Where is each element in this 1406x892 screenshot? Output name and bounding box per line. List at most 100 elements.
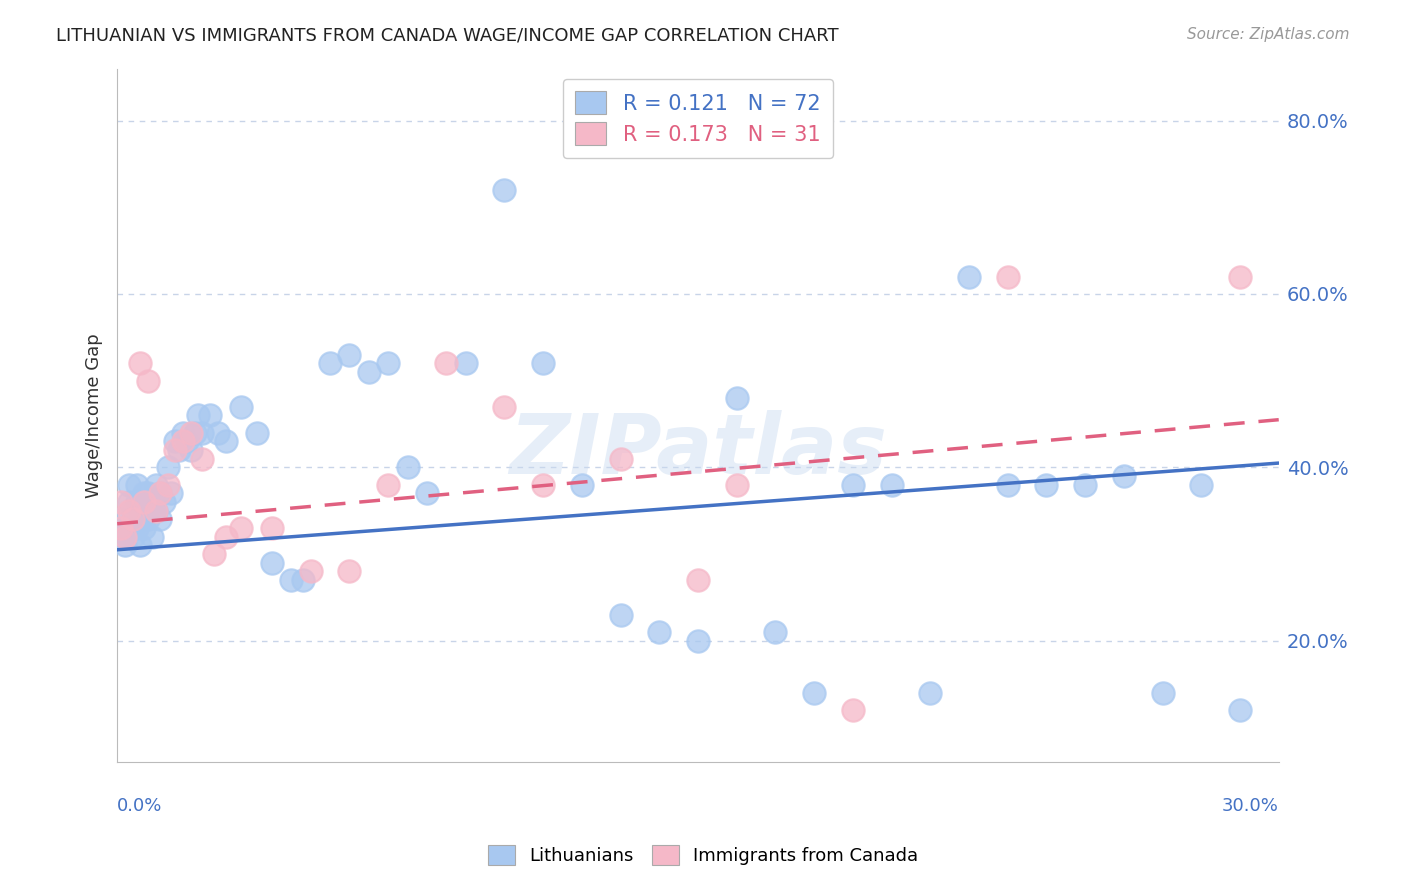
Point — [1035, 477, 1057, 491]
Point — [292, 573, 315, 587]
Point — [377, 477, 399, 491]
Point — [145, 504, 167, 518]
Point — [686, 633, 709, 648]
Point — [110, 530, 132, 544]
Point — [134, 504, 156, 518]
Point — [149, 486, 172, 500]
Point — [129, 512, 152, 526]
Point — [1229, 703, 1251, 717]
Point — [214, 434, 236, 449]
Point — [1074, 477, 1097, 491]
Point — [121, 504, 143, 518]
Point — [149, 486, 172, 500]
Point — [494, 400, 516, 414]
Point — [214, 530, 236, 544]
Point — [156, 460, 179, 475]
Point — [880, 477, 903, 491]
Point — [176, 434, 198, 449]
Point — [763, 625, 786, 640]
Point — [191, 451, 214, 466]
Point — [245, 425, 267, 440]
Point — [141, 495, 163, 509]
Point — [299, 565, 322, 579]
Point — [1152, 686, 1174, 700]
Point — [377, 356, 399, 370]
Point — [571, 477, 593, 491]
Point — [156, 477, 179, 491]
Point — [145, 504, 167, 518]
Point — [129, 538, 152, 552]
Point — [319, 356, 342, 370]
Text: LITHUANIAN VS IMMIGRANTS FROM CANADA WAGE/INCOME GAP CORRELATION CHART: LITHUANIAN VS IMMIGRANTS FROM CANADA WAG… — [56, 27, 839, 45]
Point — [110, 512, 132, 526]
Point — [165, 443, 187, 458]
Point — [957, 269, 980, 284]
Point — [198, 409, 221, 423]
Point — [160, 486, 183, 500]
Text: ZIPatlas: ZIPatlas — [509, 409, 887, 491]
Point — [141, 530, 163, 544]
Point — [187, 409, 209, 423]
Point — [149, 512, 172, 526]
Point — [172, 434, 194, 449]
Point — [609, 607, 631, 622]
Legend: Lithuanians, Immigrants from Canada: Lithuanians, Immigrants from Canada — [478, 836, 928, 874]
Point — [180, 443, 202, 458]
Point — [172, 425, 194, 440]
Point — [686, 573, 709, 587]
Point — [416, 486, 439, 500]
Point — [129, 356, 152, 370]
Point — [1189, 477, 1212, 491]
Point — [152, 495, 174, 509]
Legend: R = 0.121   N = 72, R = 0.173   N = 31: R = 0.121 N = 72, R = 0.173 N = 31 — [562, 78, 834, 158]
Point — [1112, 469, 1135, 483]
Point — [1229, 269, 1251, 284]
Point — [136, 512, 159, 526]
Point — [207, 425, 229, 440]
Point — [229, 521, 252, 535]
Point — [110, 521, 132, 535]
Point — [531, 356, 554, 370]
Point — [118, 504, 141, 518]
Point — [803, 686, 825, 700]
Point — [725, 391, 748, 405]
Point — [136, 374, 159, 388]
Point — [920, 686, 942, 700]
Point — [262, 521, 284, 535]
Point — [648, 625, 671, 640]
Point — [134, 521, 156, 535]
Point — [494, 183, 516, 197]
Point — [997, 269, 1019, 284]
Point — [842, 477, 865, 491]
Point — [121, 530, 143, 544]
Point — [114, 521, 136, 535]
Point — [134, 495, 156, 509]
Point — [434, 356, 457, 370]
Point — [118, 521, 141, 535]
Point — [114, 538, 136, 552]
Point — [357, 365, 380, 379]
Point — [262, 556, 284, 570]
Point — [125, 495, 148, 509]
Point — [134, 486, 156, 500]
Point — [121, 512, 143, 526]
Point — [339, 565, 361, 579]
Point — [110, 495, 132, 509]
Y-axis label: Wage/Income Gap: Wage/Income Gap — [86, 333, 103, 498]
Point — [118, 495, 141, 509]
Point — [165, 434, 187, 449]
Point — [180, 425, 202, 440]
Point — [280, 573, 302, 587]
Text: 30.0%: 30.0% — [1222, 797, 1278, 815]
Point — [531, 477, 554, 491]
Point — [454, 356, 477, 370]
Point — [114, 530, 136, 544]
Point — [339, 348, 361, 362]
Point — [191, 425, 214, 440]
Point — [145, 477, 167, 491]
Point — [183, 425, 205, 440]
Point — [229, 400, 252, 414]
Point — [725, 477, 748, 491]
Point — [202, 547, 225, 561]
Point — [609, 451, 631, 466]
